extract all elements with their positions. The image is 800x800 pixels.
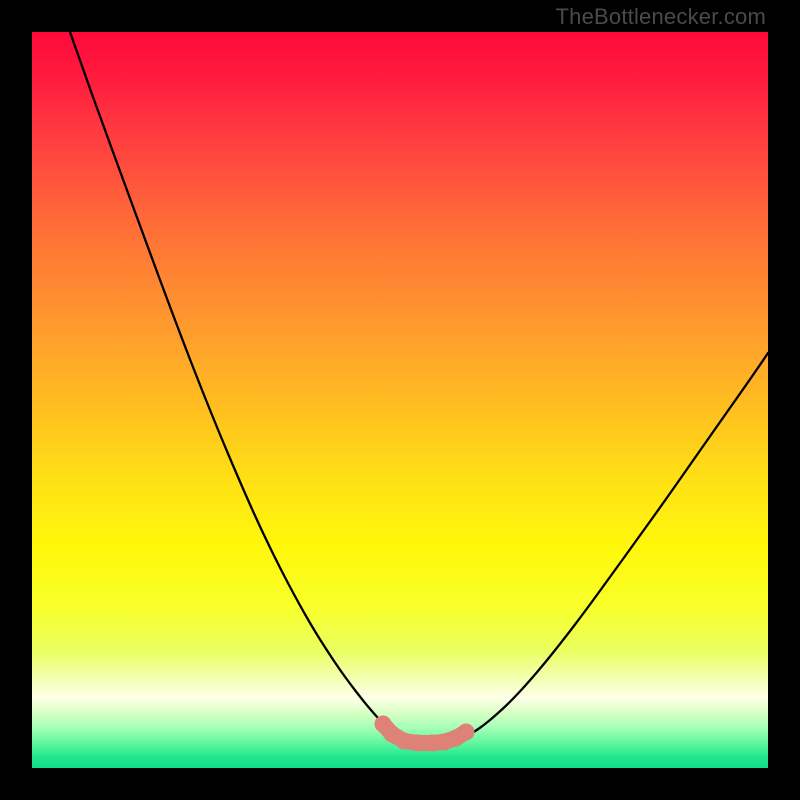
curve-layer [32,32,768,768]
watermark-text: TheBottlenecker.com [556,4,766,30]
marker-dot [458,724,475,741]
plot-area [32,32,768,768]
v-curve [70,32,768,742]
